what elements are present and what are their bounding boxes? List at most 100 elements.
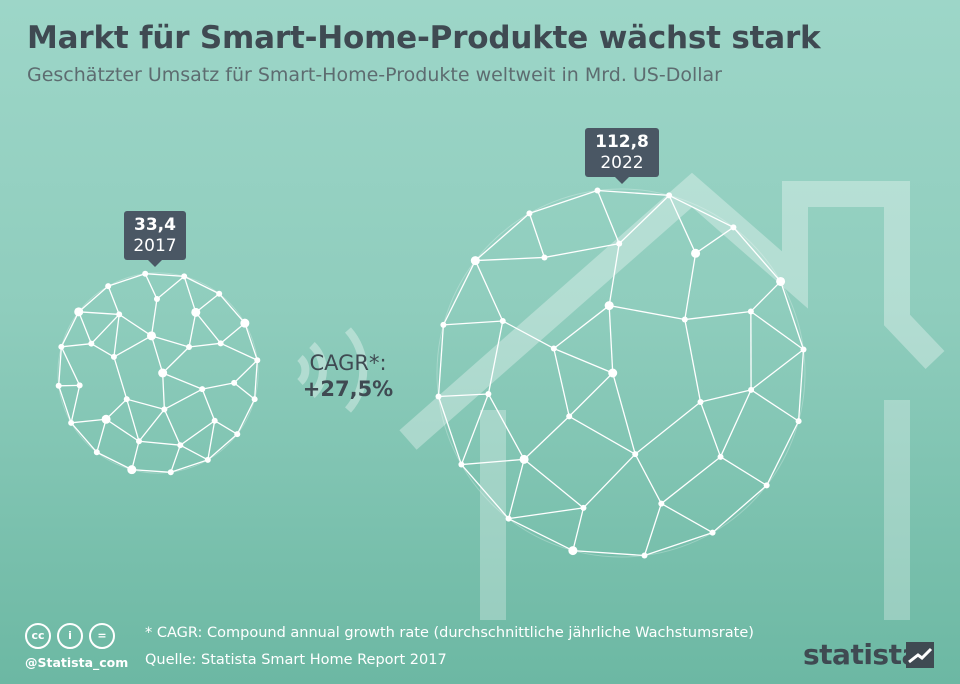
sphere-2022-node	[616, 240, 623, 247]
sphere-2022-edge	[719, 389, 752, 458]
sphere-2022-edge	[507, 459, 525, 519]
sphere-2017-node	[76, 382, 83, 389]
sphere-2017-node	[135, 438, 142, 445]
sphere-2022-edge	[668, 194, 734, 228]
sphere-2022-edge	[612, 372, 636, 455]
sphere-2017-edge	[150, 298, 158, 336]
sphere-2017-node	[191, 307, 201, 317]
sphere-2022-node	[519, 454, 529, 464]
sphere-2017-node	[123, 396, 130, 403]
source-note: Quelle: Statista Smart Home Report 2017	[145, 652, 447, 668]
sphere-2022-node	[550, 345, 557, 352]
sphere-2017-edge	[113, 314, 120, 357]
sphere-2017-node	[101, 414, 111, 424]
social-handle: @Statista_com	[25, 655, 129, 670]
sphere-2022-edge	[750, 310, 804, 351]
sphere-2017-node	[217, 340, 224, 347]
sphere-2017-edge	[58, 346, 63, 386]
sphere-2017-edge	[156, 275, 185, 300]
sphere-2022-edge	[461, 458, 525, 466]
sphere-2022-edge	[634, 401, 701, 455]
sphere-2017-edge	[207, 433, 238, 461]
sphere-2022-node	[641, 552, 648, 559]
sphere-2022-edge	[797, 349, 805, 422]
sphere-2017-edge	[151, 335, 190, 348]
sphere-2022-edge	[568, 372, 614, 417]
sphere-2022-edge	[732, 226, 782, 282]
sphere-2022-node	[604, 301, 614, 311]
sphere-2022-node	[730, 224, 737, 231]
sphere-2022-node	[658, 500, 665, 507]
by-icon: i	[57, 623, 83, 649]
value-tag-2017: 33,4 2017	[124, 211, 186, 267]
sphere-2022-node	[632, 451, 639, 458]
cc-icon: cc	[25, 623, 51, 649]
sphere-2017-edge	[164, 388, 203, 410]
sphere-2017-node	[177, 442, 184, 449]
sphere-2017-edge	[218, 293, 246, 324]
sphere-2017-edge	[78, 311, 120, 316]
sphere-2022-edge	[572, 549, 645, 557]
sphere-2022-edge	[684, 319, 702, 403]
sphere-2017-edge	[131, 441, 140, 470]
sphere-2022-edge	[487, 393, 525, 460]
sphere-2017-edge	[145, 273, 185, 278]
sphere-2017-edge	[244, 322, 258, 361]
sphere-2022-edge	[553, 305, 610, 349]
sphere-2017-node	[231, 379, 238, 386]
sphere-2022-edge	[684, 253, 697, 320]
sphere-2017-edge	[107, 285, 120, 315]
data-label-2022: 112,8	[595, 132, 649, 152]
sphere-2022-edge	[544, 243, 620, 259]
sphere-2022-edge	[475, 256, 545, 262]
sphere-2017-node	[127, 465, 137, 475]
sphere-2017-edge	[113, 356, 128, 400]
sphere-2017-edge	[90, 343, 115, 358]
sphere-2022-node	[776, 276, 786, 286]
sphere-2017-node	[199, 386, 206, 393]
sphere-2022-node	[800, 346, 807, 353]
value-tag-2022: 112,8 2022	[585, 128, 659, 184]
sphere-2017-edge	[131, 468, 171, 473]
sphere-2022-edge	[750, 389, 799, 422]
sphere-2017-edge	[179, 444, 209, 461]
statista-logo-text: statista	[803, 638, 920, 671]
cagr-label: CAGR*:	[309, 351, 387, 375]
sphere-2017-node	[161, 406, 168, 413]
sphere-2022-edge	[750, 348, 804, 391]
sphere-2022-edge	[699, 401, 722, 458]
sphere-2017-edge	[138, 440, 181, 446]
sphere-2017-edge	[188, 342, 221, 348]
sphere-2022-edge	[502, 320, 555, 350]
sphere-2022-edge	[523, 458, 584, 509]
sphere-2022-node	[499, 317, 506, 324]
sphere-2022-node	[709, 529, 716, 536]
nd-icon: =	[89, 623, 115, 649]
sphere-2022-edge	[529, 189, 598, 215]
sphere-2017-edge	[179, 420, 216, 446]
sphere-2022-edge	[528, 213, 546, 258]
sphere-2017-node	[234, 431, 241, 438]
sphere-2022-edge	[572, 507, 585, 551]
sphere-2017-edge	[195, 293, 220, 313]
sphere-2017-node	[240, 318, 250, 328]
sphere-2022-node	[795, 418, 802, 425]
sphere-2022-node	[666, 192, 673, 199]
sphere-2017-edge	[233, 382, 256, 400]
bubble-2017	[57, 272, 259, 474]
sphere-2022-edge	[660, 456, 721, 505]
sphere-2022-edge	[720, 456, 768, 486]
sphere-2017-edge	[214, 420, 238, 435]
sphere-2022-edge	[597, 189, 670, 197]
sphere-2017-node	[158, 368, 168, 378]
sphere-2017-edge	[60, 346, 81, 386]
cagr-value: +27,5%	[302, 377, 394, 401]
sphere-2022-edge	[438, 393, 489, 398]
sphere-2017-node	[146, 331, 156, 341]
sphere-2022-node	[566, 413, 573, 420]
sphere-2017-edge	[144, 273, 158, 300]
signal-waves-icon	[297, 327, 368, 413]
bubble-2022	[436, 188, 806, 558]
sphere-2017-node	[68, 419, 75, 426]
sphere-2017-node	[181, 273, 188, 280]
